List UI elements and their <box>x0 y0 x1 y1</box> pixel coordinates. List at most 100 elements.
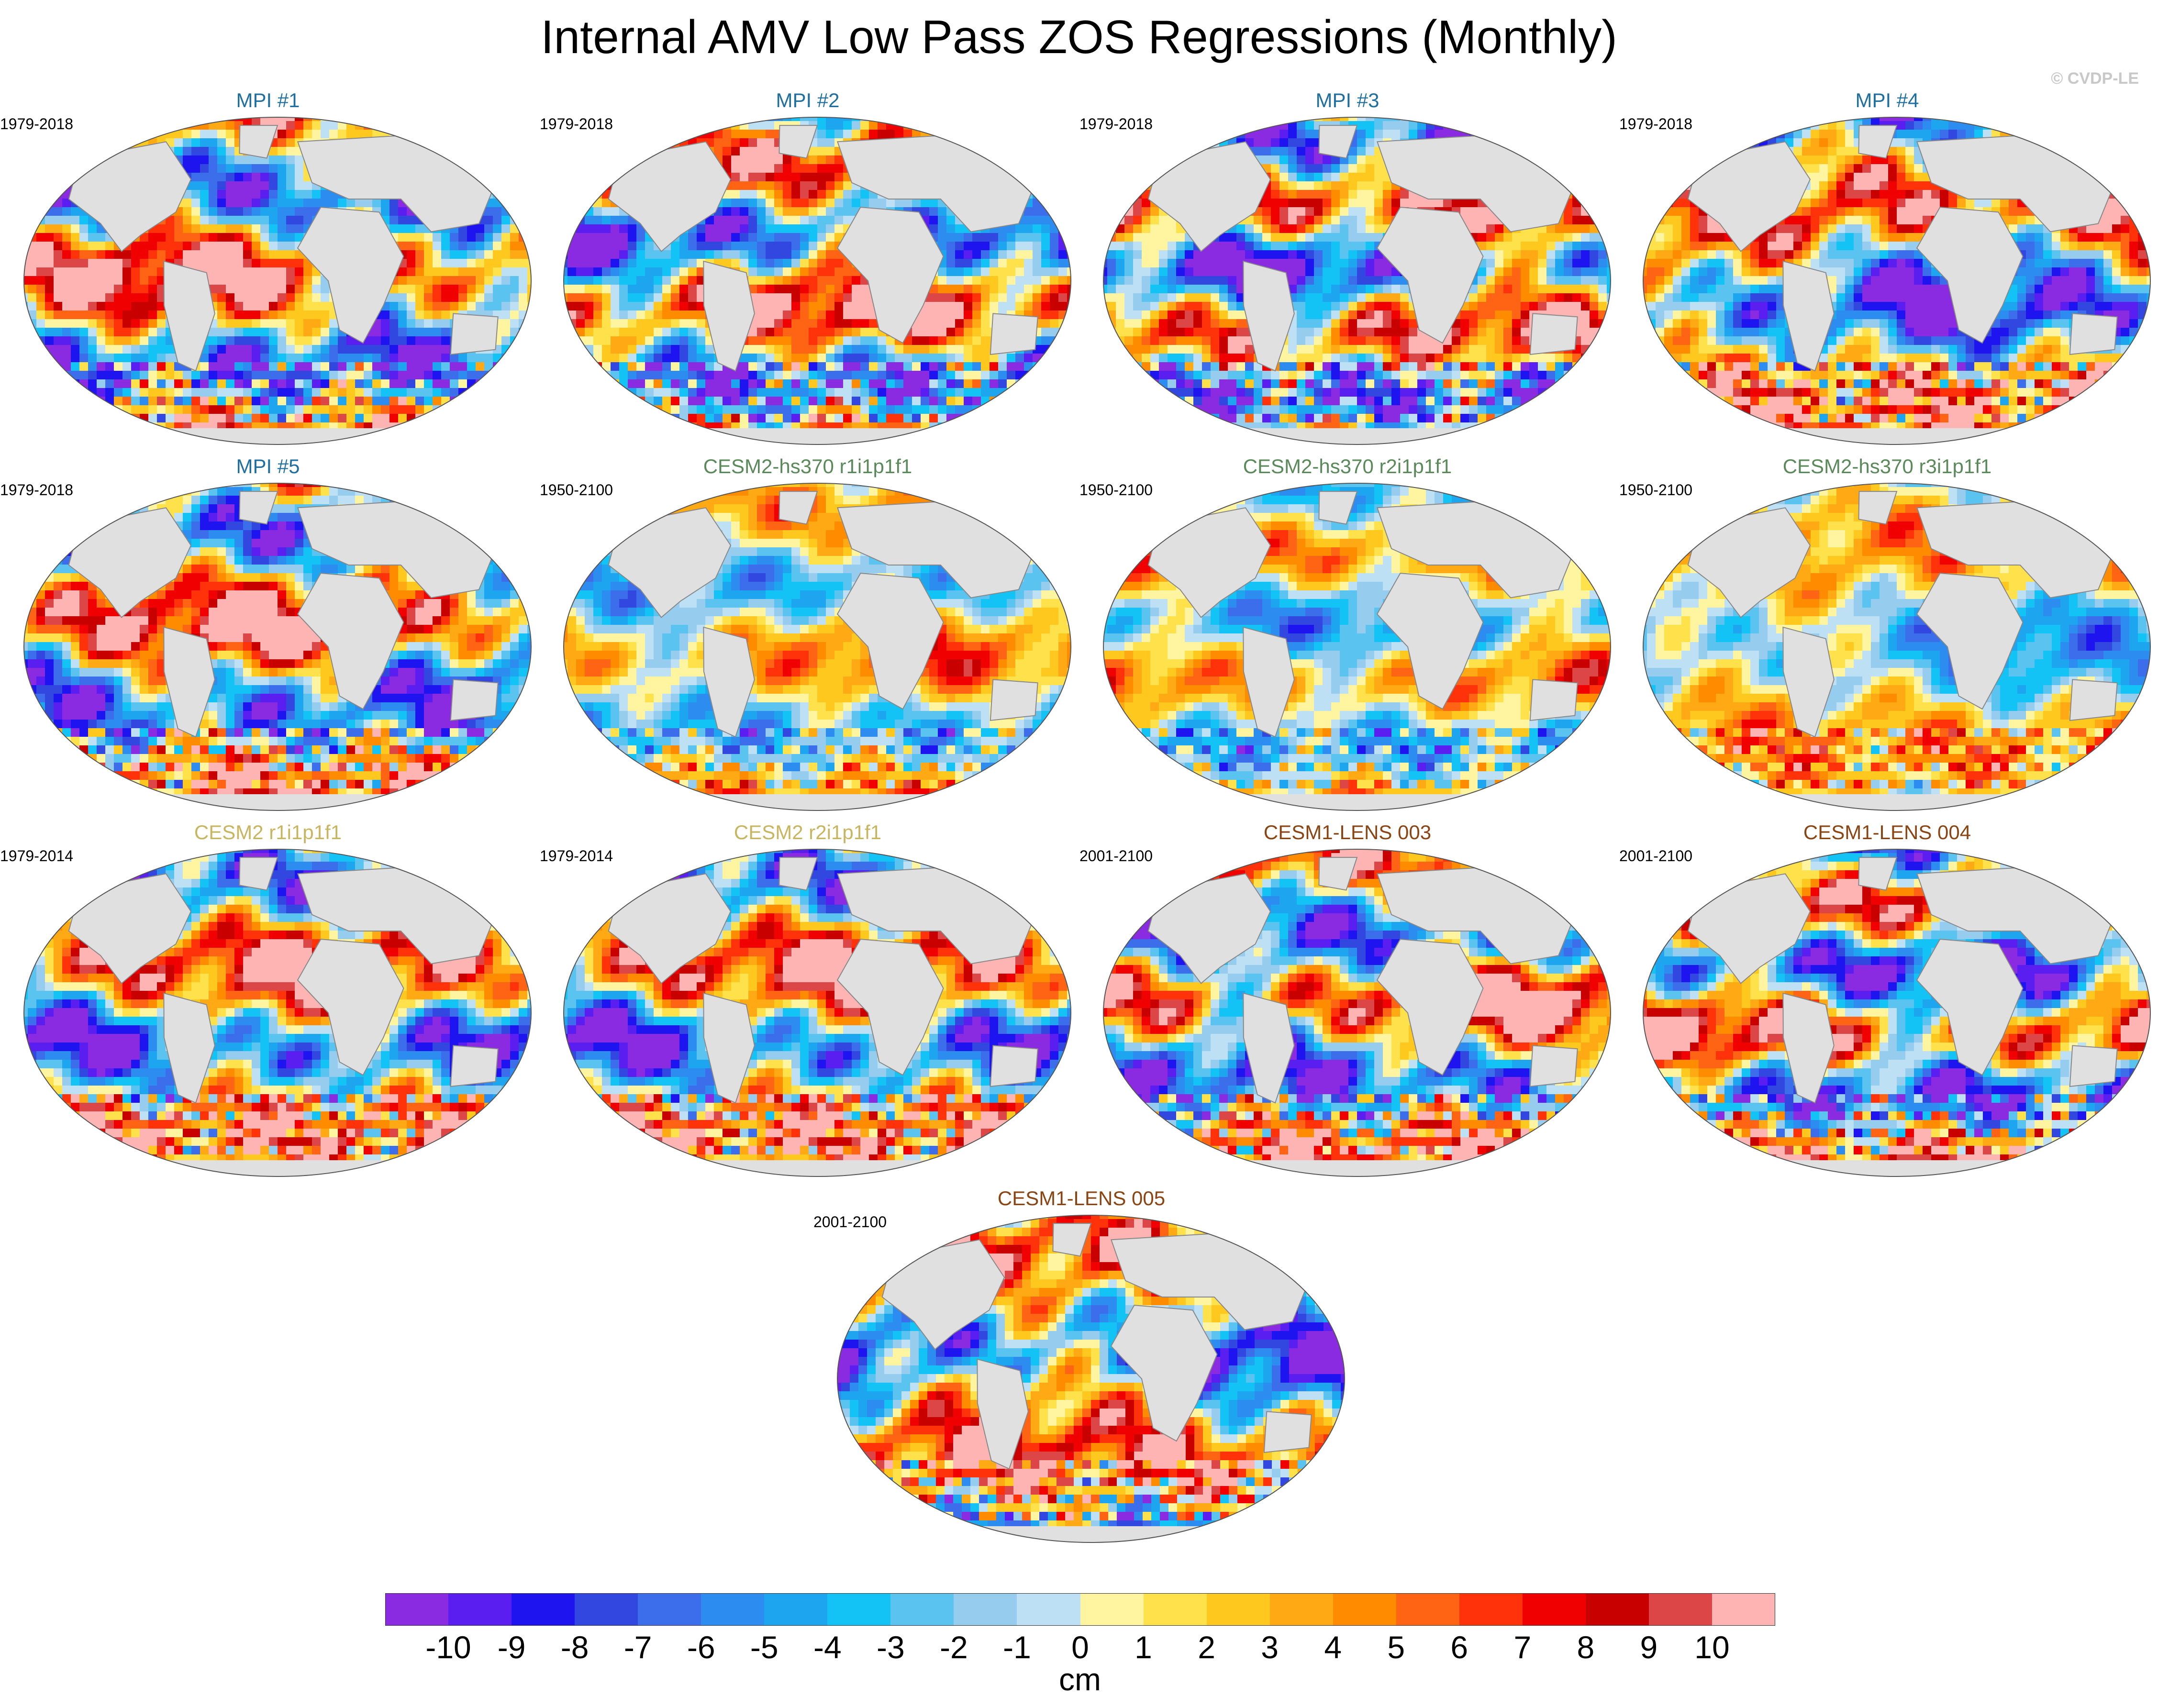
ssh-field <box>24 849 531 1176</box>
continent <box>2069 313 2118 355</box>
continent <box>1147 507 1271 618</box>
map-svg <box>1643 483 2151 811</box>
map-panel: MPI #3 1979-2018 <box>1079 89 1615 452</box>
map-projection <box>1099 844 1615 1179</box>
map-panel: CESM2 r1i1p1f1 1979-2014 <box>0 821 536 1184</box>
continent <box>608 873 732 984</box>
map-panel: CESM1-LENS 004 2001-2100 <box>1619 821 2155 1184</box>
colorbar-tick-label: 9 <box>1640 1629 1658 1665</box>
map-svg <box>837 1215 1345 1543</box>
continent <box>1147 141 1271 252</box>
ssh-field <box>1643 849 2150 1176</box>
ssh-field <box>1103 117 1611 444</box>
colorbar-tick-label: -3 <box>877 1629 905 1665</box>
continent <box>608 141 732 252</box>
continent <box>1318 125 1358 159</box>
map-outline <box>563 117 1071 445</box>
ssh-field <box>564 117 1071 444</box>
colorbar-tick-label: 5 <box>1387 1629 1405 1665</box>
ssh-field <box>24 117 531 444</box>
map-outline <box>23 483 532 811</box>
continent <box>881 1239 1005 1350</box>
colorbar-swatch <box>1333 1593 1397 1626</box>
continent <box>1263 1411 1312 1453</box>
continent <box>1687 507 1811 618</box>
continent <box>239 125 278 159</box>
continent <box>239 857 278 891</box>
map-projection <box>19 112 536 447</box>
map-svg <box>563 483 1071 811</box>
continent <box>836 207 944 344</box>
panel-period: 1979-2014 <box>0 846 73 865</box>
map-svg <box>1103 849 1611 1177</box>
continent <box>1782 260 1835 372</box>
continent <box>1052 1223 1092 1257</box>
continent <box>1916 573 2024 710</box>
map-svg <box>23 483 532 811</box>
panel-title: MPI #4 <box>1619 89 2155 112</box>
continent <box>1916 207 2024 344</box>
continent <box>1243 992 1295 1104</box>
continent <box>1110 1305 1218 1442</box>
ssh-field <box>837 1215 1345 1542</box>
map-projection <box>1638 478 2155 813</box>
colorbar-tick-label: 1 <box>1135 1629 1152 1665</box>
ssh-field <box>1643 117 2150 444</box>
colorbar-tick-label: 7 <box>1513 1629 1531 1665</box>
colorbar-swatch <box>954 1593 1017 1626</box>
continent <box>990 679 1038 721</box>
credit-label: © CVDP-LE <box>2051 69 2139 88</box>
continent <box>703 992 755 1104</box>
continent <box>703 626 755 738</box>
continent <box>2069 679 2118 721</box>
panel-title: MPI #2 <box>540 89 1076 112</box>
colorbar-swatch <box>1459 1593 1523 1626</box>
map-projection <box>1099 112 1615 447</box>
colorbar-tick-label: -2 <box>940 1629 968 1665</box>
panel-title: CESM1-LENS 003 <box>1079 821 1615 844</box>
panel-title: MPI #3 <box>1079 89 1615 112</box>
map-outline <box>563 483 1071 811</box>
map-svg <box>563 849 1071 1177</box>
ssh-field <box>564 849 1071 1176</box>
panel-period: 1950-2100 <box>1619 480 1692 499</box>
colorbar-tick-label: 2 <box>1198 1629 1215 1665</box>
colorbar-unit: cm <box>1059 1661 1101 1697</box>
panel-period: 1950-2100 <box>540 480 613 499</box>
map-outline <box>23 849 532 1177</box>
figure-title: Internal AMV Low Pass ZOS Regressions (M… <box>0 11 2158 63</box>
panel-title: CESM2-hs370 r3i1p1f1 <box>1619 455 2155 478</box>
colorbar-swatch <box>827 1593 891 1626</box>
map-outline <box>1103 483 1611 811</box>
panel-title: CESM2 r1i1p1f1 <box>0 821 536 844</box>
colorbar <box>385 1593 1776 1627</box>
ssh-field <box>1103 483 1611 810</box>
colorbar-tick-label: -10 <box>425 1629 471 1665</box>
colorbar-swatch <box>701 1593 765 1626</box>
map-panel: CESM2 r2i1p1f1 1979-2014 <box>540 821 1076 1184</box>
panel-title: CESM2-hs370 r1i1p1f1 <box>540 455 1076 478</box>
panel-title: CESM1-LENS 005 <box>813 1187 1349 1210</box>
continent <box>1687 873 1811 984</box>
map-panel: CESM2-hs370 r2i1p1f1 1950-2100 <box>1079 455 1615 818</box>
continent <box>1376 573 1484 710</box>
panel-period: 2001-2100 <box>813 1212 887 1231</box>
colorbar-tick-label: -5 <box>750 1629 779 1665</box>
panel-period: 1979-2018 <box>0 114 73 133</box>
colorbar-swatch <box>1080 1593 1144 1626</box>
continent <box>1529 313 1578 355</box>
continent <box>450 313 499 355</box>
colorbar-tick-label: 3 <box>1261 1629 1279 1665</box>
map-projection <box>559 844 1076 1179</box>
continent <box>977 1358 1029 1470</box>
continent <box>703 260 755 372</box>
colorbar-tick-label: 0 <box>1071 1629 1089 1665</box>
colorbar-swatch <box>890 1593 954 1626</box>
continent <box>779 125 818 159</box>
continent <box>68 873 192 984</box>
continent <box>1858 125 1898 159</box>
map-panel: MPI #1 1979-2018 <box>0 89 536 452</box>
map-outline <box>1103 117 1611 445</box>
map-outline <box>1643 117 2151 445</box>
continent <box>779 491 818 525</box>
